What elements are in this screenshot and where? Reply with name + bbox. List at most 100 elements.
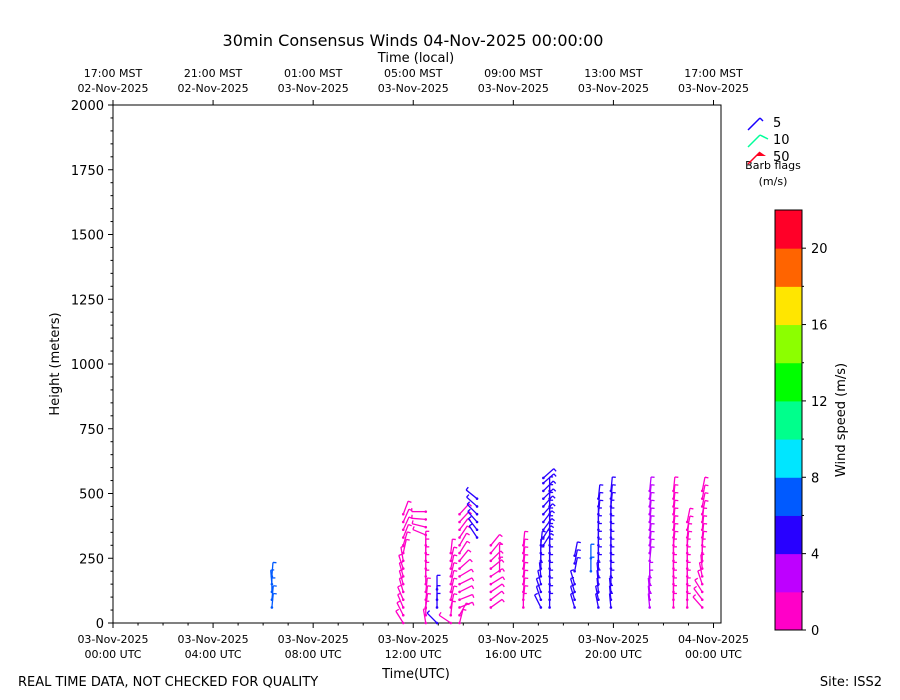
wind-barb: [489, 576, 506, 586]
barb-staff: [458, 540, 468, 554]
wind-barb: [398, 569, 405, 586]
barb-flag: [553, 473, 557, 477]
barb-staff: [542, 480, 554, 492]
barb-base: [672, 575, 675, 578]
wind-barb: [539, 530, 546, 547]
barb-staff: [522, 531, 526, 546]
wind-barb: [458, 540, 471, 555]
wind-barb: [449, 562, 458, 578]
barb-base: [573, 569, 576, 573]
barb-staff: [573, 549, 579, 564]
barb-base: [270, 575, 274, 578]
barb-flag: [411, 520, 414, 524]
wind-barb: [449, 554, 458, 570]
wind-barb: [401, 531, 411, 547]
barb-flag: [453, 554, 458, 557]
barb-base: [475, 536, 479, 539]
barb-staff: [569, 593, 576, 608]
barb-base: [700, 489, 704, 493]
wind-barb: [498, 543, 504, 560]
wind-barbs: [270, 468, 709, 625]
barb-staff: [697, 570, 703, 585]
barb-flag: [453, 593, 458, 596]
barb-base: [672, 489, 675, 493]
barb-staff: [692, 596, 703, 608]
wind-barb: [466, 494, 479, 508]
barb-base: [401, 567, 405, 570]
barb-base: [401, 606, 405, 609]
barb-base: [548, 559, 551, 563]
barb-flag: [407, 531, 411, 534]
barb-base: [597, 512, 600, 516]
wind-barb: [411, 520, 428, 529]
wind-barb: [449, 593, 458, 609]
wind-barb: [489, 598, 505, 609]
barb-staff: [402, 531, 408, 546]
barb-staff: [412, 523, 426, 528]
barb-base: [700, 497, 704, 500]
wind-barb: [397, 584, 405, 601]
barb-flag: [501, 598, 505, 603]
barb-base: [700, 606, 704, 609]
wind-barb: [458, 511, 472, 524]
barb-flag: [552, 488, 557, 492]
barb-staff: [458, 532, 468, 546]
barb-staff: [450, 562, 455, 577]
wind-barb: [449, 585, 458, 601]
barb-staff: [450, 578, 455, 593]
wind-barb: [542, 503, 556, 516]
x-tick-label-time: 20:00 UTC: [585, 648, 642, 661]
barb-staff: [542, 518, 553, 531]
barb-flag: [462, 608, 467, 611]
barb-base: [475, 497, 479, 500]
barb-base: [700, 567, 704, 570]
barb-base: [685, 590, 689, 594]
barb-base: [424, 621, 428, 625]
barb-flag: [577, 556, 581, 559]
wind-barb: [609, 476, 616, 493]
top-tick-label-date: 03-Nov-2025: [378, 82, 449, 95]
wind-barb: [467, 508, 479, 524]
barb-legend-item: 50: [747, 150, 790, 165]
barb-staff: [398, 562, 404, 577]
barb-base: [449, 582, 453, 586]
barb-base: [458, 590, 461, 594]
wind-barb: [395, 608, 405, 625]
barb-base: [609, 559, 613, 563]
barb-staff: [466, 496, 478, 507]
barb-staff: [490, 583, 503, 593]
barb-staff: [490, 590, 503, 601]
barb-flag: [466, 540, 471, 544]
barb-flag: [468, 516, 472, 520]
barb-base: [458, 528, 461, 532]
barb-base: [498, 556, 501, 560]
barb-staff: [537, 570, 542, 585]
colorbar-tick-label: 8: [811, 471, 819, 486]
barb-base: [424, 559, 428, 563]
y-tick-label: 2000: [71, 99, 104, 114]
barb-base: [597, 567, 600, 570]
barb-flag: [502, 576, 506, 581]
barb-base: [609, 551, 613, 555]
barb-base: [522, 544, 525, 547]
barb-flag: [468, 503, 472, 507]
barb-staff: [490, 568, 503, 577]
barb-staff: [459, 518, 469, 531]
top-axis-title: Time (local): [377, 51, 454, 66]
barb-base: [424, 598, 428, 601]
barb-base: [648, 551, 651, 555]
colorbar-tick-label: 4: [811, 548, 819, 563]
barb-staff: [412, 528, 427, 536]
wind-barb: [449, 538, 456, 555]
wind-barb: [573, 549, 581, 565]
barb-base: [548, 606, 551, 609]
barb-base: [685, 575, 689, 578]
barb-base: [609, 582, 613, 586]
barb-flag: [553, 468, 557, 472]
barb-flag: [453, 562, 458, 565]
barb-staff: [542, 510, 553, 523]
barb-base: [449, 613, 453, 617]
wind-barb: [411, 508, 428, 513]
barb-staff: [396, 602, 404, 616]
wind-barb: [468, 523, 479, 539]
